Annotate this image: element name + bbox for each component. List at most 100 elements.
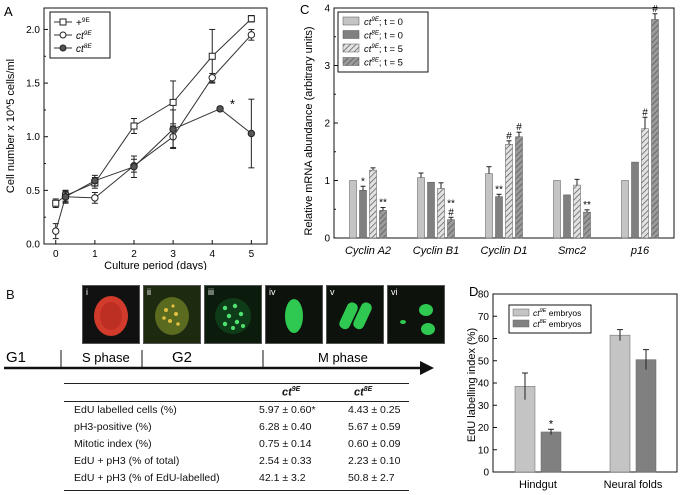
phase-g2: G2 (172, 349, 192, 366)
y-tick-label: 80 (478, 290, 490, 301)
bar (553, 180, 561, 239)
micrograph-iii: iii (204, 285, 262, 344)
row-value-ct9e: 42.1 ± 3.2 (259, 472, 306, 484)
column-header-base: ct (282, 386, 292, 399)
data-point-square (208, 52, 216, 60)
y-axis-label: Cell number x 10^5 cells/ml (5, 59, 17, 193)
legend-label: +9E (76, 17, 90, 29)
data-point-circle-filled (247, 129, 256, 138)
micrograph-vi: vi (387, 285, 445, 344)
row-value-ct8e: 5.67 ± 0.59 (348, 421, 401, 433)
nucleus-red (94, 296, 128, 336)
timeline-arrow-head (420, 361, 434, 375)
legend-label: ct8E; t = 5 (364, 57, 403, 69)
row-value-ct8e: 50.8 ± 2.7 (348, 472, 395, 484)
x-tick-label: 4 (209, 249, 215, 260)
category-label: Cyclin D1 (480, 245, 527, 257)
legend-label: ct9E (76, 30, 92, 42)
significance-marker: # (506, 131, 512, 142)
significance-marker: ** (379, 198, 387, 209)
data-point-square (52, 199, 60, 207)
row-label: EdU + pH3 (% of EdU-labelled) (74, 472, 220, 484)
panel-label-d: D (469, 284, 478, 299)
y-tick-label: 0 (483, 468, 489, 479)
micrograph-ii: ii (143, 285, 201, 344)
bar (641, 128, 649, 239)
phase-g1: G1 (6, 349, 26, 366)
legend-swatch (342, 57, 360, 66)
micrograph-label: i (86, 287, 88, 297)
nucleus-speckled (155, 297, 189, 335)
x-tick-label: 0 (53, 249, 59, 260)
anaphase-chromosomes (339, 302, 372, 330)
row-value-ct8e: 0.60 ± 0.09 (348, 438, 401, 450)
data-point-circle-filled (130, 163, 138, 171)
significance-marker: # (652, 4, 658, 15)
bar (437, 188, 445, 239)
micrograph-iv: iv (265, 285, 323, 344)
bar (359, 190, 367, 239)
y-tick-label: 20 (478, 423, 490, 434)
micrograph-label: v (330, 287, 335, 297)
y-tick-label: 0 (324, 234, 330, 245)
legend-label: ct8E (76, 43, 92, 55)
y-tick-label: 70 (478, 312, 490, 323)
bar (631, 161, 639, 239)
metaphase-chromosomes (285, 299, 303, 333)
bar (609, 334, 631, 473)
significance-marker: * (361, 176, 365, 187)
micrograph-v: v (326, 285, 384, 344)
panel-label-c: C (300, 2, 309, 17)
bar (515, 136, 523, 239)
column-header-sup: 9E (291, 386, 301, 393)
nucleus-spotted (215, 298, 251, 334)
x-axis-label: Culture period (days) (104, 260, 207, 270)
significance-marker: # (642, 107, 648, 118)
legend-swatch (342, 16, 360, 26)
data-point-circle-open (52, 227, 60, 235)
panel-label-a: A (4, 4, 13, 19)
bar (417, 177, 425, 239)
y-tick-label: 60 (478, 334, 490, 345)
column-header-ct9e: ct9E (282, 386, 300, 399)
row-value-ct9e: 6.28 ± 0.40 (259, 421, 312, 433)
category-label: p16 (630, 245, 650, 257)
x-tick-label: 1 (92, 249, 98, 260)
legend-swatch (512, 319, 530, 328)
x-tick-label: 2 (131, 249, 137, 260)
legend-label: ct8E embryos (533, 319, 581, 329)
y-tick-label: 2 (324, 119, 330, 130)
row-value-ct9e: 5.97 ± 0.60* (259, 404, 316, 416)
legend-label: ct8E; t = 0 (364, 30, 403, 42)
significance-marker: # (448, 207, 454, 218)
micrograph-i: i (82, 285, 140, 344)
series-line (65, 108, 252, 198)
data-point-circle-filled (91, 177, 99, 185)
series-line (55, 34, 252, 232)
column-header-ct8e: ct8E (354, 386, 372, 399)
category-label: Neural folds (604, 479, 663, 491)
significance-marker: ** (495, 184, 503, 195)
legend-marker-square (59, 18, 67, 26)
row-label: pH3-positive (%) (74, 421, 152, 433)
x-tick-label: 3 (170, 249, 176, 260)
bar (369, 169, 377, 239)
bar (427, 181, 435, 239)
column-header-sup: 8E (363, 386, 373, 393)
micrograph-label: ii (147, 287, 151, 297)
bar (573, 184, 581, 239)
y-tick-label: 3 (324, 61, 330, 72)
bar (349, 180, 357, 239)
category-label: Cyclin B1 (413, 245, 459, 257)
significance-marker: ** (583, 200, 591, 211)
legend-swatch (342, 43, 360, 53)
y-tick-label: 2.0 (26, 25, 40, 36)
row-value-ct9e: 2.54 ± 0.33 (259, 455, 312, 467)
y-tick-label: 50 (478, 356, 490, 367)
bar (495, 196, 503, 239)
bar (563, 194, 571, 239)
y-axis-label: Relative mRNA abundance (arbitrary units… (303, 26, 315, 235)
column-header-base: ct (354, 386, 364, 399)
y-tick-label: 30 (478, 401, 490, 412)
